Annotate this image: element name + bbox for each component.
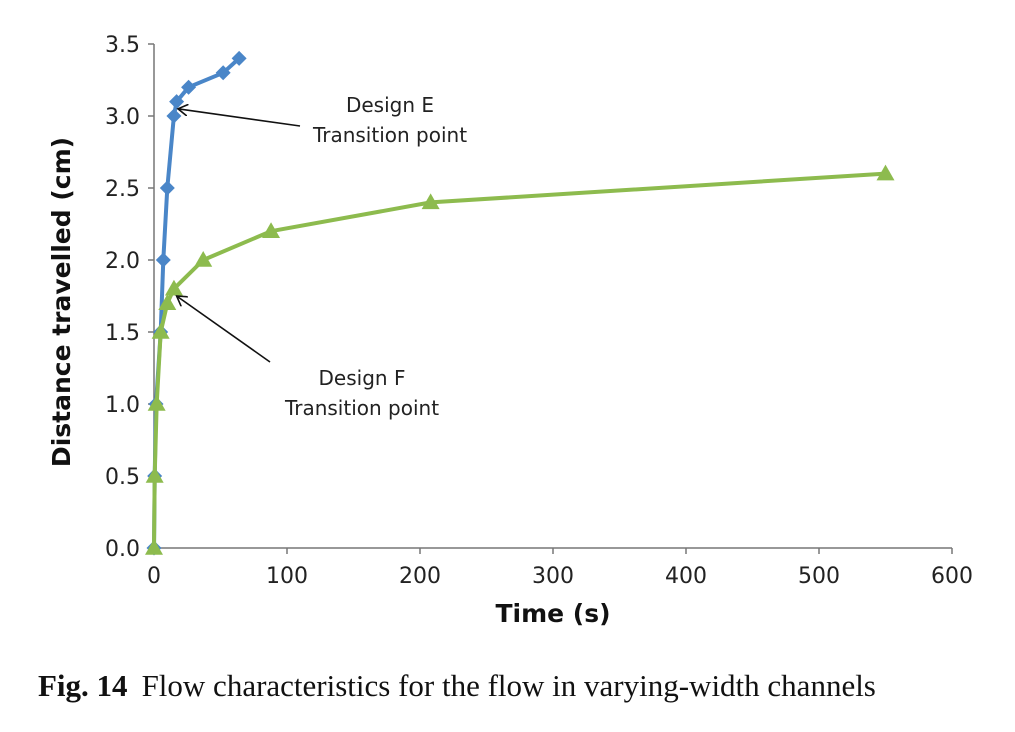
annotation-arrow-e — [178, 109, 301, 127]
y-tick-label: 2.0 — [105, 249, 140, 274]
design-f-point — [421, 193, 440, 210]
caption-label: Fig. 14 — [38, 668, 128, 703]
y-tick-label: 3.5 — [105, 33, 140, 58]
annotation-line: Transition point — [284, 396, 439, 420]
design-f-point — [158, 294, 177, 310]
y-tick-label: 0.5 — [105, 465, 140, 490]
annotation-design-e: Design E Transition point — [312, 93, 467, 147]
annotation-design-f: Design F Transition point — [284, 366, 439, 420]
design-e-point — [155, 252, 171, 268]
x-tick-label: 600 — [931, 564, 973, 589]
annotation-arrow-f — [177, 296, 271, 363]
y-tick-label: 2.5 — [105, 177, 140, 202]
annotation-line: Design E — [346, 93, 434, 117]
x-tick-label: 400 — [665, 564, 707, 589]
x-tick-label: 0 — [147, 564, 161, 589]
x-tick-label: 500 — [798, 564, 840, 589]
axes: 0 100 200 300 400 500 600 0.0 0.5 1.0 1.5 2.0 2.5 3.0… — [105, 33, 973, 589]
x-tick-label: 100 — [266, 564, 308, 589]
design-f-point — [145, 539, 163, 555]
y-tick-label: 3.0 — [105, 105, 140, 130]
design-e-point — [159, 180, 175, 196]
y-axis-title: Distance travelled (cm) — [47, 137, 76, 467]
design-e-point — [215, 65, 231, 81]
design-f-point — [194, 251, 213, 267]
y-tick-label: 1.0 — [105, 393, 140, 418]
x-tick-label: 300 — [532, 564, 574, 589]
design-e-point — [181, 79, 197, 95]
x-tick-label: 200 — [399, 564, 441, 589]
x-axis-title: Time (s) — [495, 599, 610, 628]
y-tick-label: 1.5 — [105, 321, 140, 346]
y-tick-label: 0.0 — [105, 537, 140, 562]
chart: 0 100 200 300 400 500 600 0.0 0.5 1.0 1.5 2.0 2.5 3.0… — [47, 33, 973, 628]
annotation-line: Design F — [319, 366, 406, 390]
design-f-point — [145, 467, 164, 483]
design-f-point — [262, 222, 281, 238]
series-layer — [145, 50, 895, 556]
figure-caption: Fig. 14 Flow characteristics for the flow… — [38, 668, 998, 704]
caption-text: Flow characteristics for the flow in var… — [141, 668, 876, 703]
design-e-point — [231, 50, 247, 66]
annotation-line: Transition point — [312, 123, 467, 147]
design-f-line — [152, 171, 888, 550]
design-e-point — [166, 108, 182, 124]
design-f-point — [876, 164, 895, 181]
design-f-point — [147, 395, 166, 411]
design-f-point — [151, 323, 170, 339]
design-f-point — [164, 279, 183, 296]
annotation-layer: Design E Transition point Design F Transiti… — [177, 93, 467, 420]
